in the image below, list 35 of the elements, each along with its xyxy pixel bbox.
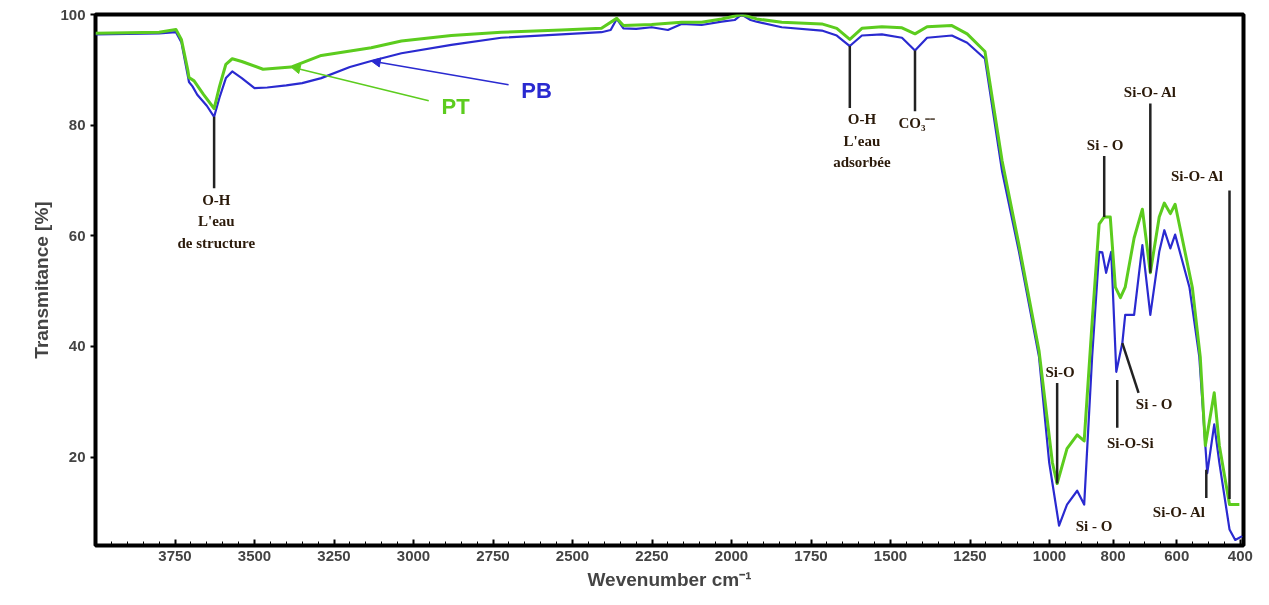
- annotation: Si - O: [1075, 517, 1113, 534]
- x-tick-label: 1250: [953, 546, 987, 564]
- y-tick-label: 80: [68, 116, 86, 134]
- annotation: Si-O- Al: [1123, 84, 1176, 101]
- x-tick-label: 2750: [476, 546, 510, 564]
- x-tick-label: 2500: [555, 546, 590, 564]
- annotation: O-H L'eau de structure: [177, 191, 256, 251]
- annotation: Si - O: [1135, 396, 1173, 413]
- y-tick-label: 60: [68, 226, 86, 244]
- series-label: PB: [521, 77, 552, 103]
- y-tick-label: 100: [60, 5, 86, 23]
- x-tick-label: 3500: [237, 546, 272, 564]
- text: PT: [441, 93, 471, 119]
- x-tick-label: 2000: [714, 546, 749, 564]
- x-tick-label: 800: [1100, 546, 1126, 564]
- x-tick-label: 3250: [317, 546, 351, 564]
- x-tick-label: 600: [1164, 546, 1190, 564]
- x-tick-label: 2250: [635, 546, 669, 564]
- x-axis-title: Wevenumber cm⁻¹: [587, 568, 752, 590]
- annotation: Si-O- Al: [1170, 167, 1224, 184]
- annotation: O-H L'eau adsorbée: [833, 111, 891, 171]
- x-tick-label: 1500: [873, 546, 908, 564]
- x-tick-label: 400: [1227, 546, 1253, 564]
- annotation: Si-O-Si: [1106, 434, 1154, 451]
- x-tick-label: 1750: [794, 546, 828, 564]
- annotation: Si-O: [1045, 363, 1075, 380]
- annotation: Si-O- Al: [1152, 504, 1205, 521]
- x-tick-label: 3000: [396, 546, 431, 564]
- annotation: Si - O: [1086, 136, 1124, 153]
- y-tick-label: 20: [68, 448, 86, 465]
- x-tick-label: 1000: [1032, 546, 1067, 564]
- x-tick-label: 3750: [158, 546, 192, 564]
- y-tick-label: 40: [68, 337, 86, 355]
- y-axis-title: Transmitance [%]: [31, 201, 53, 359]
- annotation: CO₃⁻⁻: [898, 114, 936, 131]
